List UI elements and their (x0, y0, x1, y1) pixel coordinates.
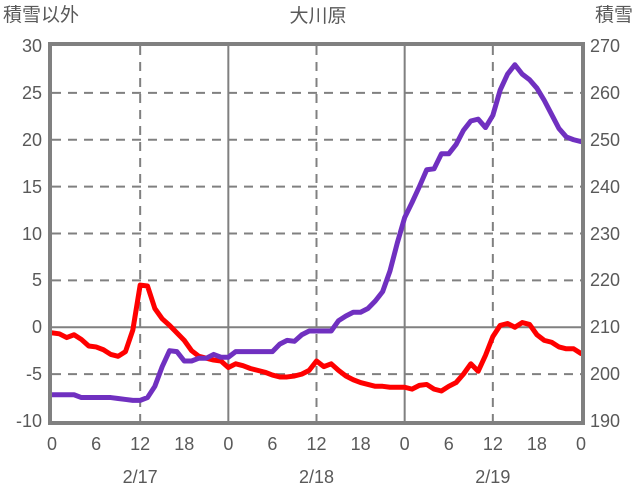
chart-title: 大川原 (289, 6, 347, 27)
plot-svg (52, 46, 581, 421)
y-left-tick-label: 10 (21, 223, 42, 244)
x-tick-label: 12 (482, 434, 503, 454)
series-line-red (52, 282, 581, 394)
x-tick-label: 18 (174, 434, 195, 454)
y-right-tick-label: 210 (590, 317, 621, 338)
x-tick-label: 18 (350, 434, 371, 454)
data-series (52, 62, 581, 403)
y-right-tick-label: 270 (590, 36, 621, 56)
left-axis-title: 積雪以外 (3, 5, 80, 26)
x-day-label: 2/19 (475, 467, 511, 487)
x-tick-label: 0 (46, 434, 57, 454)
y-right-tick-label: 260 (590, 82, 621, 103)
y-right-tick-label: 230 (590, 223, 621, 244)
y-right-tick-label: 190 (590, 411, 621, 431)
y-right-tick-label: 200 (590, 364, 621, 385)
y-left-tick-label: 15 (21, 176, 42, 197)
x-tick-label: 18 (526, 434, 547, 454)
x-tick-label: 0 (399, 434, 410, 454)
x-tick-label: 0 (223, 434, 234, 454)
plot-area (48, 42, 585, 425)
x-tick-label: 6 (91, 434, 102, 454)
y-left-tick-label: -10 (15, 411, 42, 431)
x-tick-label: 12 (130, 434, 151, 454)
x-day-label: 2/17 (122, 467, 158, 487)
y-left-tick-label: 20 (21, 129, 42, 150)
y-left-tick-label: -5 (25, 364, 42, 385)
y-right-tick-label: 240 (590, 176, 621, 197)
series-line-purple (52, 62, 581, 403)
x-day-label: 2/18 (298, 467, 335, 487)
x-tick-label: 0 (575, 434, 586, 454)
x-tick-label: 6 (267, 434, 278, 454)
y-left-tick-label: 30 (21, 36, 42, 56)
right-axis-title: 積雪 (594, 5, 633, 26)
x-tick-label: 12 (306, 434, 327, 454)
x-tick-label: 6 (443, 434, 454, 454)
y-right-tick-label: 220 (590, 270, 621, 291)
y-left-tick-label: 0 (31, 317, 42, 338)
y-left-tick-label: 5 (31, 270, 42, 291)
y-right-tick-label: 250 (590, 129, 621, 150)
y-left-tick-label: 25 (21, 82, 42, 103)
